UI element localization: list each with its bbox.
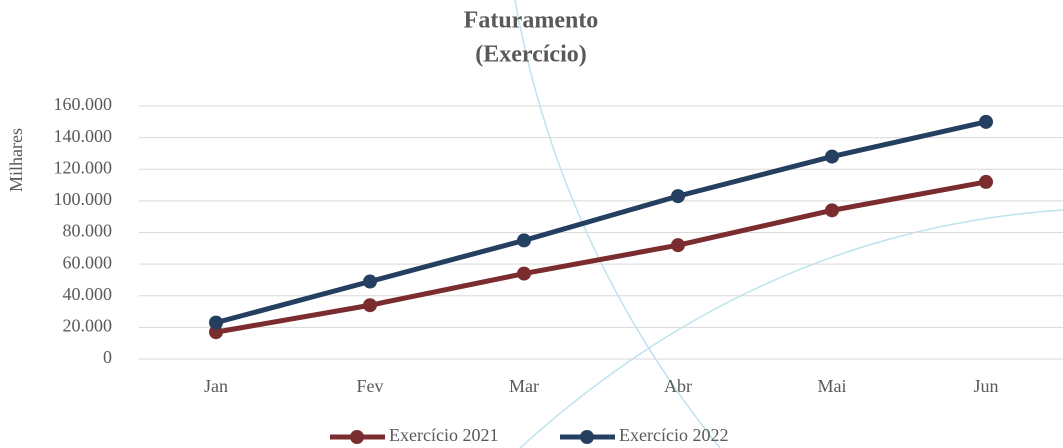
data-point [517,266,531,281]
series-line [215,179,987,335]
data-point [979,174,993,189]
x-tick-label: Mar [509,376,539,396]
legend-marker [580,430,594,444]
y-tick-label: 20.000 [63,316,113,336]
legend-label: Exercício 2022 [619,425,728,445]
x-tick-label: Abr [664,376,692,396]
data-point [363,298,377,313]
series-line [215,119,987,326]
data-point [671,238,685,253]
x-tick-label: Jun [973,376,998,396]
data-point [671,189,685,204]
legend-marker [350,430,364,444]
x-tick-label: Fev [357,376,384,396]
y-tick-label: 60.000 [63,252,113,272]
legend-label: Exercício 2021 [389,425,498,445]
x-tick-label: Jan [204,376,228,396]
decor-arc [519,209,1063,448]
y-tick-label: 40.000 [63,284,113,304]
data-point [979,114,993,129]
y-axis-label: Milhares [6,128,26,192]
data-point [517,233,531,248]
data-point [209,315,223,330]
y-tick-label: 0 [103,347,112,367]
y-tick-label: 100.000 [54,189,113,209]
y-tick-label: 140.000 [54,126,113,146]
y-tick-label: 80.000 [63,221,113,241]
data-point [363,274,377,289]
x-tick-label: Mai [818,376,847,396]
y-tick-label: 160.000 [54,94,113,114]
chart-title: (Exercício) [475,42,587,68]
decor-arc [514,0,721,448]
chart-title: Faturamento [464,8,599,34]
data-point [825,149,839,164]
data-point [825,203,839,218]
y-tick-label: 120.000 [54,157,113,177]
